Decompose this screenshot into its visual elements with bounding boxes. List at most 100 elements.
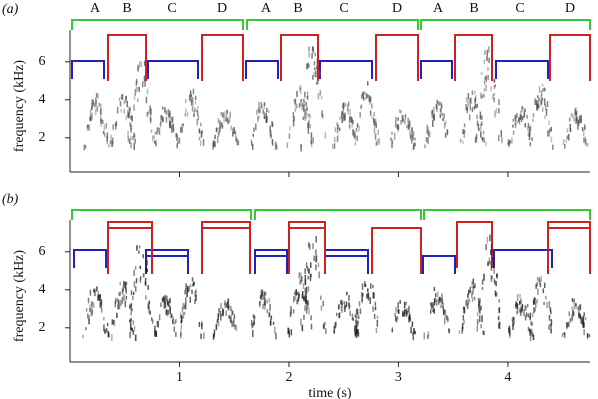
spectrogram-speck [572, 311, 575, 317]
spectrogram-speck [361, 297, 363, 302]
spectrogram-speck [344, 306, 346, 312]
spectrogram-speck [533, 297, 535, 303]
spectrogram-speck [308, 119, 310, 126]
spectrogram-speck [394, 312, 396, 317]
spectrogram-speck [531, 332, 534, 337]
spectrogram-speck [433, 106, 435, 114]
segment-label: B [293, 1, 302, 16]
spectrogram-speck [218, 307, 220, 313]
spectrogram-speck [303, 295, 306, 302]
spectrogram-speck [314, 67, 316, 71]
spectrogram-speck [397, 302, 399, 308]
spectrogram-speck [133, 95, 136, 100]
spectrogram-speck [480, 305, 482, 311]
spectrogram-speck [578, 115, 581, 121]
spectrogram-speck [158, 314, 161, 321]
spectrogram-speck [266, 107, 268, 113]
spectrogram-speck [123, 281, 125, 286]
spectrogram-speck [181, 123, 183, 128]
spectrogram-speck [340, 299, 343, 306]
spectrogram-speck [461, 326, 464, 332]
spectrogram-speck [255, 123, 257, 131]
spectrogram-speck [224, 302, 226, 309]
spectrogram-speck [427, 137, 429, 145]
spectrogram-speck [485, 243, 487, 250]
spectrogram-speck [306, 300, 308, 304]
spectrogram-speck [157, 127, 159, 134]
spectrogram-speck [146, 259, 148, 266]
spectrogram-speck [527, 122, 530, 129]
spectrogram-speck [528, 134, 531, 141]
spectrogram-speck [125, 288, 127, 295]
spectrogram-speck [346, 291, 348, 296]
spectrogram-speck [357, 312, 359, 319]
spectrogram-speck [304, 91, 306, 98]
spectrogram-speck [252, 322, 254, 328]
spectrogram-speck [99, 103, 102, 108]
spectrogram-speck [584, 317, 587, 321]
spectrogram-speck [124, 282, 127, 290]
spectrogram-speck [538, 97, 540, 102]
spectrogram-speck [102, 119, 104, 124]
spectrogram-speck [129, 323, 132, 330]
spectrogram-speck [304, 288, 306, 293]
spectrogram-speck [508, 325, 511, 330]
spectrogram-speck [172, 129, 174, 133]
spectrogram-speck [472, 285, 475, 289]
spectrogram-speck [528, 131, 531, 137]
spectrogram-speck [261, 290, 264, 297]
spectrogram-speck [437, 101, 440, 106]
spectrogram-speck [412, 131, 415, 136]
spectrogram-speck [160, 302, 162, 307]
spectrogram-speck [374, 119, 376, 127]
spectrogram-speck [306, 266, 309, 271]
spectrogram-speck [340, 113, 343, 119]
spectrogram-speck [446, 129, 449, 135]
spectrogram-speck [265, 112, 268, 117]
spectrogram-speck [400, 120, 402, 125]
spectrogram-speck [175, 332, 177, 337]
spectrogram-speck [475, 138, 478, 143]
spectrogram-speck [160, 119, 162, 123]
spectrogram-speck [343, 301, 346, 305]
spectrogram-speck [529, 315, 531, 321]
spectrogram-speck [347, 101, 350, 107]
spectrogram-speck [191, 289, 193, 294]
spectrogram-speck [306, 106, 308, 111]
spectrogram-speck [154, 325, 156, 332]
spectrogram-speck [315, 70, 317, 78]
spectrogram-speck [474, 98, 476, 105]
spectrogram-speck [514, 119, 517, 126]
spectrogram-speck [529, 334, 532, 342]
spectrogram-speck [97, 93, 99, 99]
spectrogram-speck [308, 46, 310, 52]
spectrogram-speck [173, 127, 175, 132]
spectrogram-speck [477, 303, 480, 309]
spectrogram-speck [545, 109, 548, 116]
spectrogram-speck [373, 313, 376, 320]
spectrogram-speck [521, 106, 523, 112]
spectrogram-speck [171, 313, 173, 318]
spectrogram-speck [474, 97, 477, 103]
spectrogram-speck [312, 49, 315, 53]
spectrogram-speck [189, 283, 192, 288]
spectrogram-speck [231, 309, 233, 316]
spectrogram-speck [423, 332, 426, 340]
spectrogram-speck [374, 133, 377, 140]
spectrogram-speck [303, 113, 306, 119]
spectrogram-speck [485, 75, 488, 83]
spectrogram-speck [151, 135, 154, 142]
spectrogram-speck [335, 312, 338, 317]
spectrogram-speck [409, 316, 411, 322]
spectrogram-speck [268, 313, 271, 317]
spectrogram-speck [521, 304, 524, 311]
spectrogram-speck [181, 127, 183, 133]
spectrogram-speck [135, 334, 137, 342]
spectrogram-speck [571, 298, 574, 302]
spectrogram-speck [356, 123, 359, 128]
spectrogram-speck [391, 139, 394, 145]
spectrogram-speck [307, 242, 310, 248]
spectrogram-speck [512, 124, 514, 128]
spectrogram-speck [575, 118, 577, 124]
spectrogram-speck [109, 140, 111, 145]
